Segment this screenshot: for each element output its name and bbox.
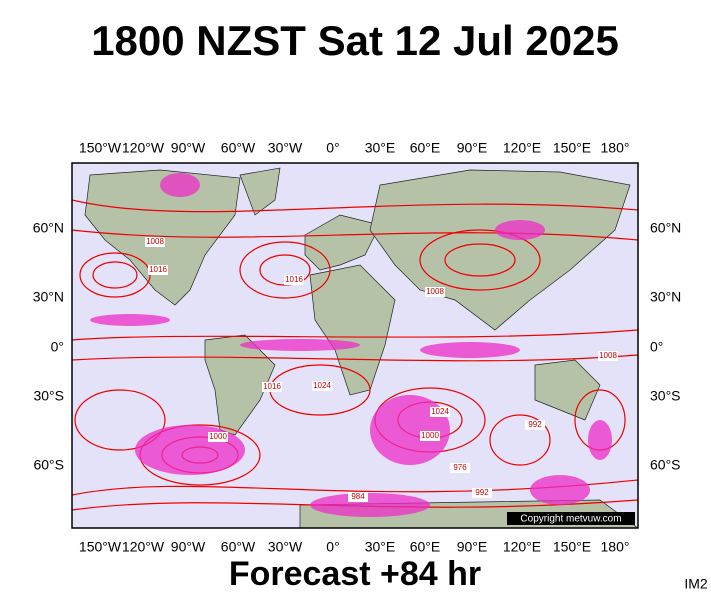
isobar-label: 1008 [146,237,164,246]
isobar-label-bg [472,488,492,498]
isobar-label: 1000 [209,432,227,441]
lon-label-bottom: 120°W [122,539,165,555]
copyright-box [507,512,635,525]
lat-label-left: 60°N [33,220,64,236]
isobar-label: 992 [528,420,542,429]
lon-label-top: 30°W [268,140,303,156]
isobar-label-bg [420,431,440,441]
isobar-label-bg [598,351,618,361]
lon-label-top: 30°E [365,140,396,156]
lon-label-bottom: 0° [326,539,339,555]
lon-label-bottom: 120°E [503,539,541,555]
isobar-label: 1016 [149,265,167,274]
lat-label-left: 0° [51,339,64,355]
lat-label-right: 0° [650,339,663,355]
isobar-label: 984 [351,492,365,501]
isobar-label: 1024 [313,381,331,390]
lon-label-top: 0° [326,140,339,156]
lon-label-bottom: 180° [601,539,630,555]
lon-label-bottom: 90°E [457,539,488,555]
isobar-label: 1008 [599,351,617,360]
isobar-label-bg [430,407,450,417]
isobar-label-bg [145,237,165,247]
isobar-label: 1024 [431,407,449,416]
lon-label-bottom: 90°W [171,539,206,555]
lon-label-top: 120°E [503,140,541,156]
isobar-label-bg [450,463,470,473]
lon-label-top: 60°E [410,140,441,156]
map: 1008 1016 1016 1024 1024 1008 1000 1000 992 976 98… [33,140,682,555]
title: 1800 NZST Sat 12 Jul 2025 [91,17,619,64]
lon-label-bottom: 30°E [365,539,396,555]
lat-label-left: 60°S [33,457,64,473]
lon-label-top: 120°W [122,140,165,156]
copyright: Copyright metvuw.com [520,514,621,525]
lon-label-top: 150°E [553,140,591,156]
isobar-label: 992 [475,488,489,497]
isobar-label-bg [148,265,168,275]
lat-label-right: 60°S [650,457,681,473]
image-code: IM2 [684,576,708,592]
isobar-label: 1008 [426,287,444,296]
forecast-label: Forecast +84 hr [229,555,481,593]
lon-label-bottom: 30°W [268,539,303,555]
land [84,167,638,528]
isobar-label-bg [312,381,332,391]
isobar-label-bg [284,275,304,285]
isobar-label-bg [525,420,545,430]
lon-label-top: 90°E [457,140,488,156]
isobar-label-bg [208,432,228,442]
lon-label-top: 180° [601,140,630,156]
isobar-label-bg [262,382,282,392]
lat-label-right: 30°N [650,289,681,305]
isobar-label: 1016 [285,275,303,284]
map-frame [71,162,639,529]
lat-label-right: 30°S [650,388,681,404]
lat-label-right: 60°N [650,220,681,236]
lon-label-bottom: 150°E [553,539,591,555]
lon-label-top: 90°W [171,140,206,156]
lon-label-bottom: 60°W [221,539,256,555]
lon-label-top: 150°W [79,140,122,156]
isobar-label-bg [348,492,368,502]
isobar-label: 1016 [263,382,281,391]
lon-label-bottom: 150°W [79,539,122,555]
isobar-label: 1000 [421,431,439,440]
lon-label-bottom: 60°E [410,539,441,555]
isobar-label-bg [425,287,445,297]
isobar-label: 976 [453,463,467,472]
lon-label-top: 60°W [221,140,256,156]
lat-label-left: 30°N [33,289,64,305]
lat-label-left: 30°S [33,388,64,404]
